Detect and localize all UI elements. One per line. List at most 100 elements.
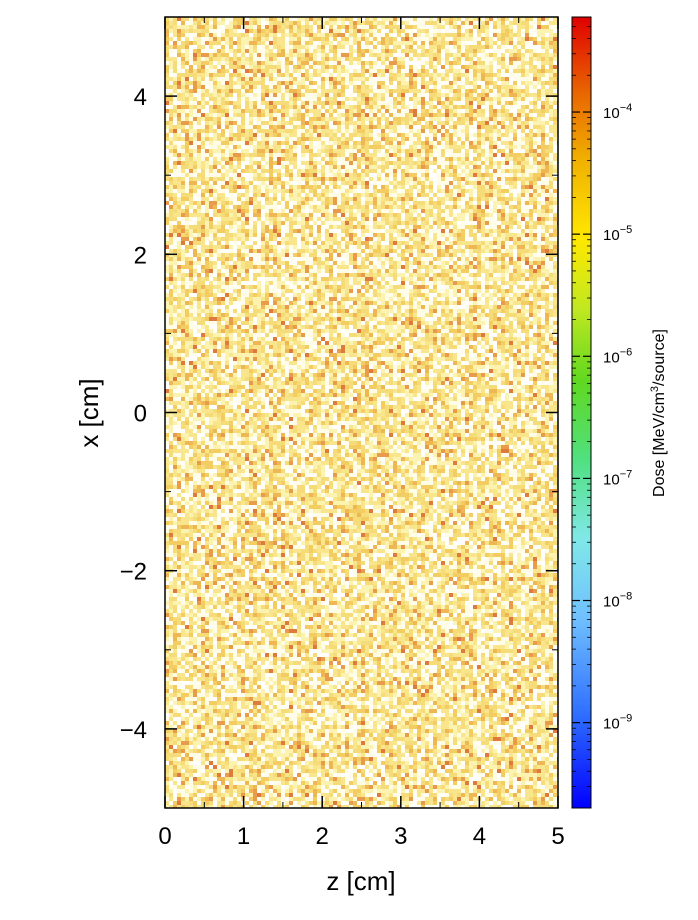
- heatmap-cell: [489, 169, 493, 173]
- heatmap-cell: [277, 241, 281, 245]
- heatmap-cell: [541, 41, 545, 45]
- heatmap-cell: [433, 81, 437, 85]
- heatmap-cell: [541, 77, 545, 81]
- heatmap-cell: [261, 109, 265, 113]
- heatmap-cell: [385, 137, 389, 141]
- heatmap-cell: [433, 29, 437, 33]
- heatmap-cell: [245, 93, 249, 97]
- heatmap-cell: [269, 241, 273, 245]
- heatmap-cell: [229, 197, 233, 201]
- heatmap-cell: [425, 117, 429, 121]
- heatmap-cell: [177, 237, 181, 241]
- heatmap-cell: [265, 125, 269, 129]
- heatmap-cell: [281, 57, 285, 61]
- heatmap-cell: [533, 53, 537, 57]
- heatmap-cell: [549, 145, 553, 149]
- heatmap-cell: [457, 105, 461, 109]
- heatmap-cell: [453, 229, 457, 233]
- heatmap-cell: [477, 185, 481, 189]
- heatmap-cell: [277, 213, 281, 217]
- heatmap-cell: [333, 201, 337, 205]
- heatmap-cell: [357, 161, 361, 165]
- heatmap-cell: [469, 45, 473, 49]
- heatmap-cell: [365, 73, 369, 77]
- heatmap-cell: [169, 29, 173, 33]
- heatmap-cell: [221, 81, 225, 85]
- heatmap-cell: [457, 21, 461, 25]
- heatmap-cell: [553, 177, 557, 181]
- heatmap-cell: [185, 209, 189, 213]
- heatmap-cell: [309, 89, 313, 93]
- heatmap-cell: [277, 45, 281, 49]
- heatmap-cell: [341, 93, 345, 97]
- heatmap-cell: [197, 221, 201, 225]
- heatmap-cell: [525, 93, 529, 97]
- heatmap-cell: [297, 185, 301, 189]
- heatmap-cell: [517, 153, 521, 157]
- heatmap-cell: [325, 257, 329, 261]
- heatmap-cell: [273, 41, 277, 45]
- heatmap-cell: [489, 117, 493, 121]
- heatmap-cell: [317, 241, 321, 245]
- heatmap-cell: [353, 209, 357, 213]
- heatmap-cell: [197, 113, 201, 117]
- heatmap-cell: [389, 157, 393, 161]
- heatmap-cell: [501, 49, 505, 53]
- heatmap-cell: [273, 257, 277, 261]
- heatmap-cell: [229, 189, 233, 193]
- heatmap-cell: [449, 237, 453, 241]
- heatmap-cell: [453, 165, 457, 169]
- heatmap-cell: [253, 201, 257, 205]
- heatmap-cell: [273, 25, 277, 29]
- heatmap-cell: [377, 197, 381, 201]
- heatmap-cell: [217, 173, 221, 177]
- heatmap-cell: [289, 181, 293, 185]
- heatmap-cell: [465, 153, 469, 157]
- heatmap-cell: [425, 177, 429, 181]
- heatmap-cell: [481, 53, 485, 57]
- heatmap-cell: [441, 205, 445, 209]
- heatmap-cell: [249, 201, 253, 205]
- heatmap-cell: [501, 173, 505, 177]
- heatmap-cell: [529, 241, 533, 245]
- heatmap-cell: [221, 41, 225, 45]
- heatmap-cell: [305, 113, 309, 117]
- heatmap-cell: [337, 137, 341, 141]
- heatmap-cell: [497, 161, 501, 165]
- heatmap-cell: [237, 257, 241, 261]
- heatmap-cell: [317, 225, 321, 229]
- heatmap-cell: [433, 49, 437, 53]
- heatmap-cell: [377, 233, 381, 237]
- heatmap-cell: [509, 153, 513, 157]
- heatmap-cell: [181, 29, 185, 33]
- heatmap-cell: [341, 189, 345, 193]
- heatmap-cell: [409, 141, 413, 145]
- heatmap-cell: [489, 113, 493, 117]
- heatmap-cell: [345, 193, 349, 197]
- heatmap-cell: [237, 205, 241, 209]
- heatmap-cell: [241, 85, 245, 89]
- heatmap-cell: [257, 53, 261, 57]
- heatmap-cell: [257, 141, 261, 145]
- heatmap-cell: [465, 245, 469, 249]
- heatmap-cell: [445, 121, 449, 125]
- heatmap-cell: [513, 105, 517, 109]
- heatmap-cell: [529, 149, 533, 153]
- heatmap-cell: [369, 97, 373, 101]
- heatmap-cell: [429, 149, 433, 153]
- heatmap-cell: [237, 173, 241, 177]
- heatmap-cell: [357, 217, 361, 221]
- heatmap-cell: [489, 197, 493, 201]
- heatmap-cell: [357, 233, 361, 237]
- heatmap-cell: [349, 185, 353, 189]
- heatmap-cell: [205, 17, 209, 21]
- heatmap-cell: [373, 89, 377, 93]
- heatmap-cell: [421, 141, 425, 145]
- heatmap-cell: [177, 217, 181, 221]
- heatmap-cell: [349, 133, 353, 137]
- heatmap-cell: [277, 81, 281, 85]
- heatmap-cell: [353, 33, 357, 37]
- heatmap-cell: [189, 57, 193, 61]
- heatmap-cell: [289, 141, 293, 145]
- heatmap-cell: [409, 149, 413, 153]
